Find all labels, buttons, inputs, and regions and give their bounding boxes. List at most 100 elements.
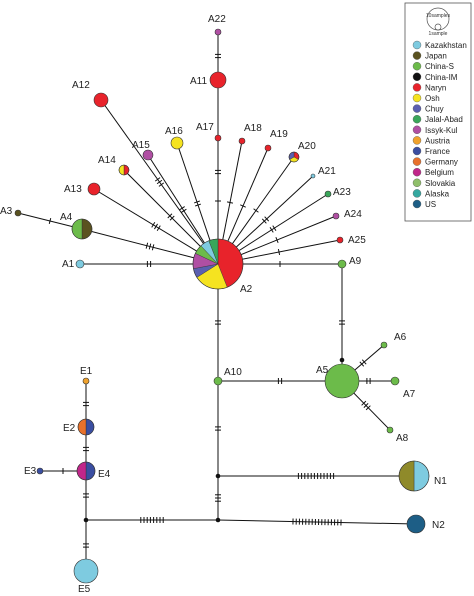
mutation-tick: [361, 400, 367, 406]
e1-label: E1: [80, 366, 93, 377]
n1-node-slice: [413, 460, 430, 492]
legend-swatch: [412, 72, 422, 82]
a15-label: A15: [132, 140, 150, 151]
haplotype-nodes: [14, 28, 430, 584]
a5-node-slice: [324, 363, 360, 399]
e2-node-slice: [85, 418, 95, 436]
median-vector: [215, 473, 221, 479]
legend-scale-small: [434, 23, 442, 31]
a11-node-slice: [209, 71, 227, 89]
mutation-tick: [154, 223, 158, 230]
a22-label: A22: [208, 14, 226, 25]
e2-node-outline: [77, 418, 95, 436]
a7-node-slice: [390, 376, 400, 386]
a4-node-slice: [71, 218, 83, 240]
a8-node: [386, 426, 394, 434]
a19-node-slice: [264, 144, 272, 152]
a14-node-slice: [118, 164, 125, 176]
legend-swatch: [412, 51, 422, 60]
median-vector: [339, 357, 345, 363]
a13-label: A13: [64, 184, 82, 195]
a12-label: A12: [72, 80, 90, 91]
legend-label: Alaska: [425, 189, 450, 198]
a19-label: A19: [270, 129, 288, 140]
a7-node: [390, 376, 400, 386]
mutation-tick: [158, 182, 165, 187]
a20-node: [288, 151, 300, 163]
a9-node: [337, 259, 347, 269]
a8-label: A8: [396, 433, 409, 444]
a14-node-outline: [118, 164, 130, 176]
a25-node: [336, 236, 344, 244]
mutation-tick: [154, 177, 161, 182]
mutation-tick: [261, 218, 267, 224]
e3-node-slice: [36, 467, 44, 475]
n2-node-slice: [406, 514, 426, 534]
e1-node-slice: [82, 377, 90, 385]
legend-label: US: [425, 200, 436, 209]
legend-label: Jalal-Abad: [425, 115, 463, 124]
mutation-tick: [365, 405, 371, 411]
e2-node-slice: [77, 418, 87, 436]
mutation-tick: [361, 359, 367, 365]
a20-label: A20: [298, 141, 316, 152]
mutation-tick: [181, 208, 187, 213]
a5-label: A5: [316, 365, 329, 376]
e4-node-outline: [76, 461, 96, 481]
legend-swatch: [412, 167, 422, 177]
e4-node: [76, 461, 96, 481]
n1-node-outline: [398, 460, 430, 492]
legend: 10samples 1sample Kazakhstan JapanChina-S…: [404, 2, 472, 222]
n1-node: [398, 460, 430, 492]
mutation-tick: [253, 208, 259, 213]
a16-label: A16: [165, 126, 183, 137]
e3-label: E3: [24, 466, 37, 477]
n1-node-slice: [398, 460, 415, 492]
mutation-tick: [156, 179, 163, 185]
a24-node: [332, 212, 340, 220]
a4-node-slice: [81, 218, 93, 240]
a23-node: [324, 190, 332, 198]
mutation-tick: [151, 244, 155, 251]
a1-node: [75, 259, 85, 269]
a16-node: [170, 136, 184, 150]
e3-node: [36, 467, 44, 475]
e1-node: [82, 377, 90, 385]
mutation-tick: [148, 243, 152, 250]
haplotype-labels: A1 A2 A3 A4 A5 A6 A7 A8 A9 A10 A11 A12 A13 A14 A15 A16 A…: [0, 14, 447, 595]
legend-swatch: [412, 104, 422, 113]
mutation-tick: [275, 237, 279, 243]
network-edges: [17, 32, 417, 571]
mutation-tick: [151, 222, 156, 228]
a12-node: [93, 92, 109, 108]
mutation-tick: [48, 217, 52, 225]
a24-label: A24: [344, 209, 362, 220]
mutation-tick: [363, 403, 369, 408]
legend-swatch: [412, 199, 422, 209]
a19-node: [264, 144, 272, 152]
legend-swatch: [412, 178, 422, 188]
e5-label: E5: [78, 584, 91, 595]
a21-node: [310, 173, 316, 179]
a12-node-slice: [93, 92, 109, 108]
a3-node: [14, 209, 22, 217]
legend-swatch: [412, 146, 422, 156]
legend-label: Belgium: [425, 168, 454, 177]
n2-label: N2: [432, 520, 445, 531]
legend-scale-small-label: 1sample: [429, 31, 448, 37]
a17-label: A17: [196, 122, 214, 133]
e4-node-slice: [85, 461, 96, 481]
a24-node-slice: [332, 212, 340, 220]
a11-node: [209, 71, 227, 89]
legend-label: Chuy: [425, 105, 444, 114]
mutation-tick: [195, 203, 202, 207]
mutation-tick: [240, 204, 246, 208]
legend-label: China-IM: [425, 73, 458, 82]
legend-scale-big-label: 10samples: [426, 13, 451, 19]
a18-label: A18: [244, 123, 262, 134]
legend-label: Austria: [425, 136, 450, 145]
legend-swatch: [412, 189, 422, 198]
a20-node-outline: [288, 151, 300, 163]
a6-node: [380, 341, 388, 349]
